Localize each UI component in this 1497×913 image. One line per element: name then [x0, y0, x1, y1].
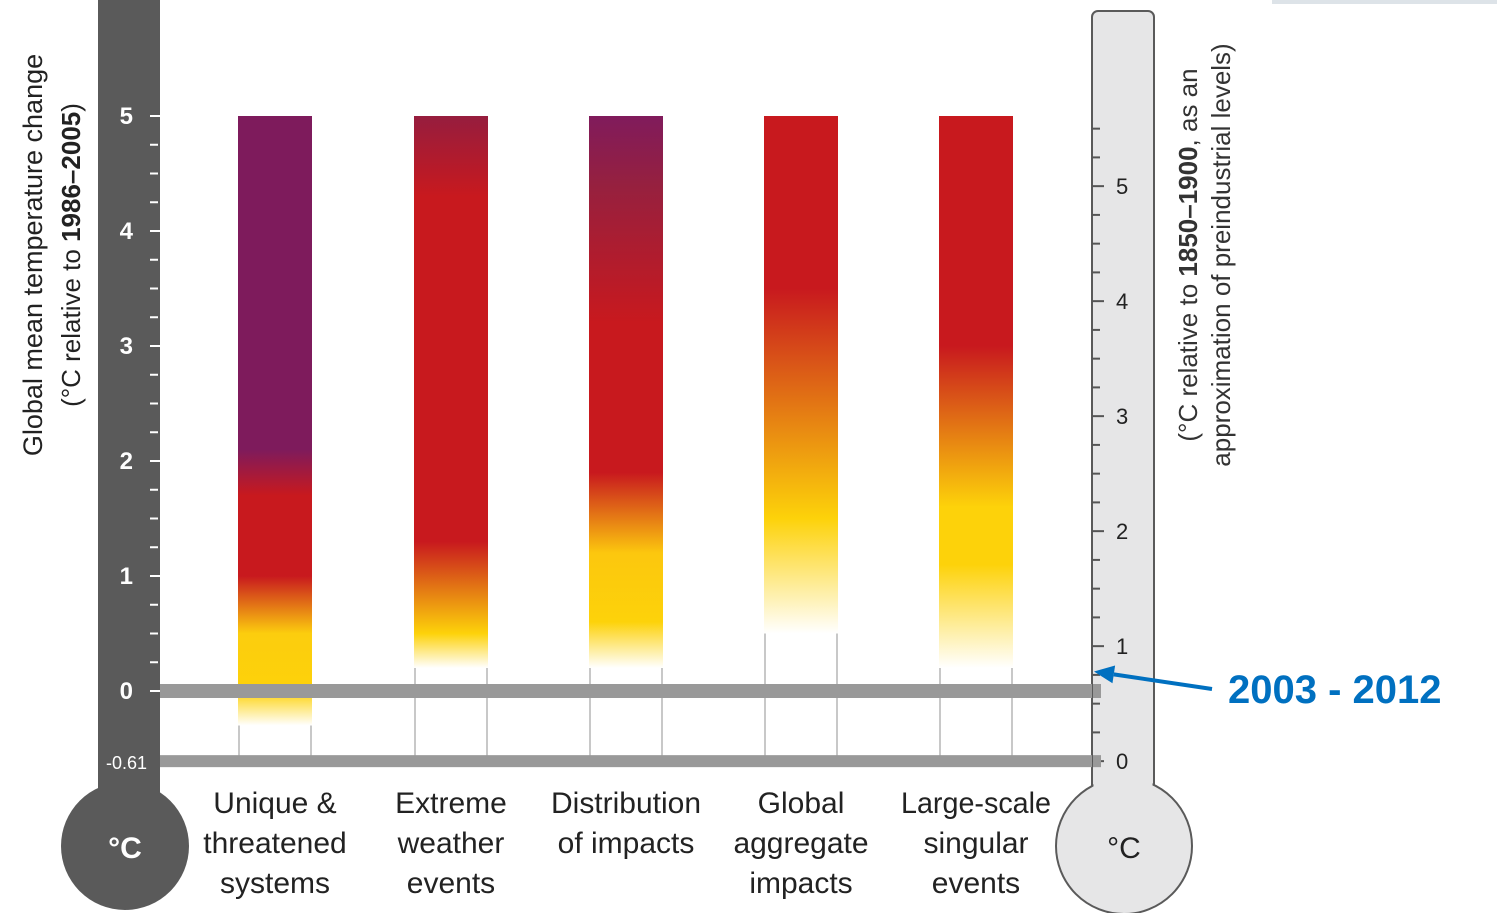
- category-labels: Unique & threatened systems Extreme weather e…: [203, 787, 1051, 900]
- period-annotation: 2003 - 2012: [1094, 665, 1442, 712]
- reference-bands: [160, 684, 1101, 768]
- category-label: systems: [220, 867, 330, 900]
- right-thermometer: °C: [1055, 10, 1193, 913]
- reference-band-cap: [1093, 684, 1101, 698]
- corner-decoration: [1272, 0, 1497, 4]
- right-axis-title-line1: (°C relative to 1850–1900, as an: [1173, 68, 1203, 441]
- left-tick-label: 4: [120, 218, 134, 245]
- left-axis-title: Global mean temperature change: [18, 54, 48, 456]
- risk-bar: [764, 116, 838, 634]
- category-label: Distribution: [551, 787, 701, 820]
- risk-bar: [238, 116, 312, 726]
- bars: [238, 116, 1013, 762]
- annotation-label: 2003 - 2012: [1228, 668, 1442, 712]
- right-tick-label: 4: [1116, 289, 1128, 314]
- category-label: events: [932, 867, 1020, 900]
- category-label: events: [407, 867, 495, 900]
- reference-band: [160, 684, 1092, 698]
- reference-band-cap: [1093, 755, 1101, 768]
- left-unit-label: °C: [108, 832, 142, 865]
- risk-bar: [589, 116, 663, 668]
- right-unit-label: °C: [1107, 832, 1141, 865]
- left-axis-subtitle: (°C relative to 1986–2005): [56, 103, 86, 407]
- category-label: Unique &: [213, 787, 336, 820]
- right-tick-label: 3: [1116, 404, 1128, 429]
- category-label: Global: [758, 787, 845, 820]
- category-label: weather: [397, 827, 505, 860]
- left-tick-label: -0.61: [106, 753, 147, 773]
- left-tick-label: 5: [120, 103, 133, 130]
- right-tick-label: 0: [1116, 749, 1128, 774]
- right-axis-title-line2: approximation of preindustrial levels): [1206, 43, 1236, 466]
- category-label: impacts: [749, 867, 852, 900]
- right-tick-label: 2: [1116, 519, 1128, 544]
- category-label: Extreme: [395, 787, 507, 820]
- category-label: threatened: [203, 827, 346, 860]
- left-thermometer: °C: [61, 0, 189, 910]
- left-tick-label: 1: [120, 563, 133, 590]
- reference-band: [160, 755, 1092, 768]
- category-label: aggregate: [733, 827, 868, 860]
- left-axis-ticks: 5 4 3 2 1 0 -0.61: [106, 103, 160, 773]
- category-label: of impacts: [558, 827, 695, 860]
- left-tick-label: 2: [120, 448, 133, 475]
- left-thermometer-bulb: [61, 782, 189, 910]
- annotation-arrow: [1113, 672, 1213, 691]
- risk-bar: [414, 116, 488, 668]
- category-label: Large-scale: [901, 787, 1051, 820]
- left-tick-label: 3: [120, 333, 133, 360]
- left-tick-label: 0: [120, 678, 133, 705]
- left-thermometer-stem: [98, 0, 160, 800]
- risk-bar: [939, 116, 1013, 668]
- right-tick-label: 1: [1116, 634, 1128, 659]
- right-axis-ticks: 5 4 3 2 1 0: [1092, 127, 1128, 774]
- right-tick-label: 5: [1116, 174, 1128, 199]
- annotation-arrowhead: [1094, 665, 1116, 684]
- category-label: singular: [923, 827, 1028, 860]
